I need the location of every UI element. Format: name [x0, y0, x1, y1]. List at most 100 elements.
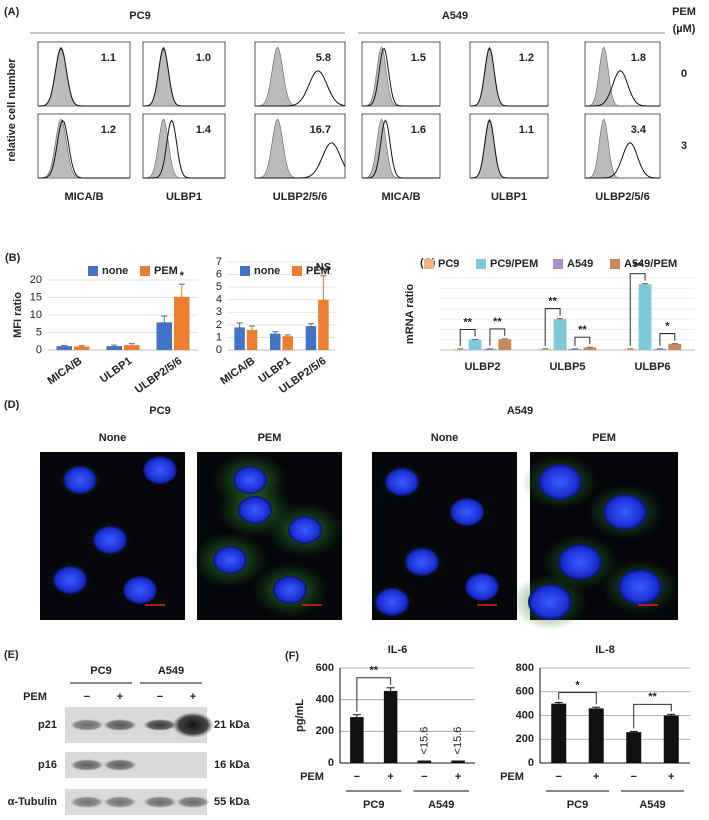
- condition-label: None: [431, 432, 459, 444]
- nucleus: [603, 494, 647, 530]
- chart-title: IL-6: [388, 644, 408, 656]
- bar: [318, 299, 329, 350]
- significance: NS: [316, 262, 331, 274]
- row-label: PEM: [23, 691, 47, 703]
- y-tick-label: 0: [216, 344, 222, 356]
- bar: [551, 703, 567, 763]
- group-label: A549: [158, 665, 184, 677]
- legend-label: PEM: [306, 265, 330, 277]
- significance: *: [575, 679, 580, 691]
- legend-swatch: [88, 266, 98, 276]
- y-tick-label: 2: [216, 319, 222, 331]
- y-tick-label: 1: [216, 331, 222, 343]
- y-tick-label: 20: [30, 274, 42, 286]
- stained-histogram: [362, 47, 440, 107]
- nucleus: [53, 566, 87, 594]
- row-label: PEM: [300, 771, 324, 783]
- y-tick-label: 0: [528, 757, 534, 769]
- stained-histogram: [255, 142, 346, 179]
- bar: [538, 348, 552, 350]
- y-tick-label: 400: [316, 694, 334, 706]
- bar: [588, 708, 604, 763]
- bar: [305, 326, 317, 350]
- x-tick-label: MICA/B: [218, 355, 257, 387]
- stained-histogram: [38, 47, 130, 107]
- bar: [553, 319, 567, 350]
- dose-header: PEM: [672, 6, 696, 18]
- y-tick-label: 5: [216, 281, 222, 293]
- y-axis-title: relative cell number: [6, 58, 18, 162]
- legend-swatch: [140, 266, 150, 276]
- mfi-value: 3.4: [631, 124, 647, 136]
- x-tick-label: ULBP2/5/6: [133, 355, 184, 396]
- y-tick-label: 0: [36, 344, 42, 356]
- legend-label: PC9: [438, 258, 459, 270]
- mfi-value: 1.2: [101, 124, 116, 136]
- band-label: p16: [38, 759, 57, 771]
- nucleus: [528, 584, 572, 620]
- significance-bracket: [574, 336, 591, 346]
- mfi-value: 1.8: [631, 52, 646, 64]
- nucleus: [233, 466, 267, 494]
- band-size: 21 kDa: [214, 719, 250, 731]
- blot-band: [103, 759, 137, 771]
- y-tick-label: 0: [328, 757, 334, 769]
- significance-bracket: [356, 677, 392, 712]
- legend-swatch: [610, 259, 620, 269]
- nucleus: [538, 464, 582, 500]
- nucleus: [405, 548, 439, 576]
- y-tick-label: 15: [30, 291, 42, 303]
- significance: **: [548, 296, 557, 308]
- stained-histogram: [255, 70, 346, 107]
- x-tick-label: −: [354, 771, 360, 783]
- mfi-value: 1.5: [411, 52, 426, 64]
- x-tick-label: +: [668, 771, 674, 783]
- significance-bracket: [489, 328, 506, 346]
- bar: [623, 348, 637, 350]
- value-label: <15.6: [452, 727, 464, 755]
- blot-band: [70, 719, 104, 731]
- value-label: <15.6: [418, 727, 430, 755]
- stained-histogram: [143, 119, 225, 179]
- x-tick-label: −: [556, 771, 562, 783]
- nucleus: [375, 588, 409, 616]
- nucleus: [385, 468, 419, 496]
- panel-label: (B): [5, 252, 21, 264]
- x-tick-label: +: [455, 771, 461, 783]
- group-header: A549: [507, 405, 533, 417]
- legend-swatch: [240, 266, 250, 276]
- row-label: PEM: [500, 771, 524, 783]
- y-tick-label: 800: [516, 662, 534, 674]
- bar: [483, 348, 497, 350]
- blot-band: [103, 796, 137, 808]
- mfi-value: 1.0: [196, 52, 211, 64]
- dose-label: 3: [681, 140, 687, 152]
- bar: [350, 717, 364, 763]
- mfi-value: 1.1: [519, 124, 534, 136]
- x-tick-label: MICA/B: [45, 355, 84, 387]
- legend-swatch: [476, 259, 486, 269]
- band-label: p21: [38, 719, 57, 731]
- nucleus: [288, 516, 322, 544]
- marker-label: MICA/B: [64, 191, 103, 203]
- significance-bracket: [659, 333, 676, 346]
- x-tick-label: +: [593, 771, 599, 783]
- bar: [568, 348, 582, 350]
- bar: [234, 327, 245, 350]
- legend-swatch: [424, 259, 434, 269]
- nucleus: [123, 576, 157, 604]
- group-label: PC9: [363, 799, 384, 811]
- blot-band: [70, 796, 104, 808]
- marker-label: ULBP1: [166, 191, 202, 203]
- control-histogram: [255, 46, 345, 107]
- significance: **: [463, 316, 472, 328]
- significance: *: [665, 321, 670, 333]
- cell-line-header: A549: [442, 10, 468, 22]
- nucleus: [558, 544, 602, 580]
- x-tick-label: ULBP6: [634, 361, 670, 373]
- stained-histogram: [38, 119, 130, 179]
- bar: [663, 715, 679, 763]
- legend-label: PEM: [154, 265, 178, 277]
- mfi-value: 5.8: [316, 52, 331, 64]
- mfi-value: 1.6: [411, 124, 426, 136]
